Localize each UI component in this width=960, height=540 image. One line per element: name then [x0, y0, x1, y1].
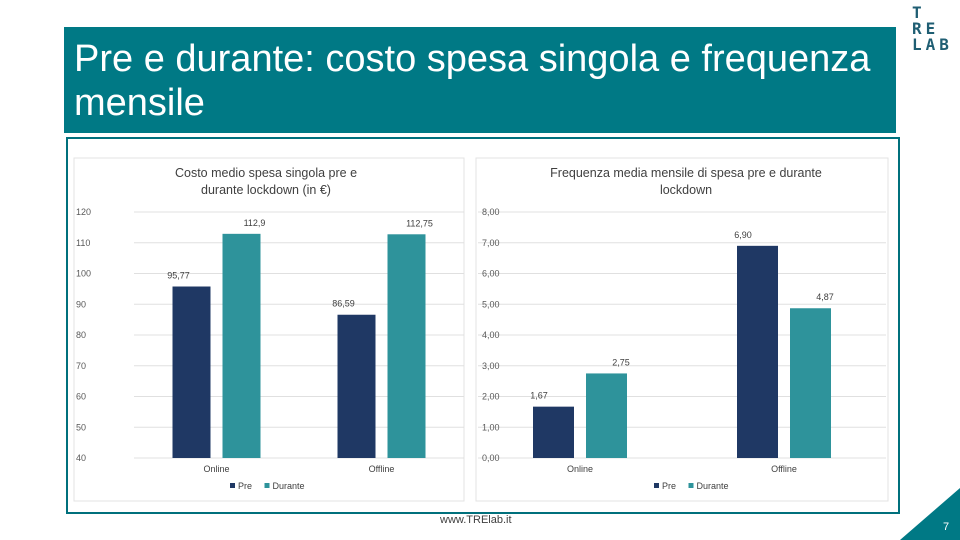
legend-label-pre: Pre	[238, 481, 252, 491]
legend-swatch-durante	[264, 483, 270, 488]
x-tick-label: Online	[203, 464, 229, 474]
x-tick-label: Offline	[771, 464, 797, 474]
data-label: 86,59	[332, 299, 355, 309]
y-tick-label: 1,00	[482, 422, 500, 432]
y-tick-label: 6,00	[482, 269, 500, 279]
y-tick-label: 70	[76, 361, 86, 371]
y-tick-label: 3,00	[482, 361, 500, 371]
chart-title-line: Frequenza media mensile di spesa pre e d…	[550, 166, 822, 180]
corner-decoration	[900, 488, 960, 540]
bar-pre-offline	[337, 314, 376, 458]
y-tick-label: 2,00	[482, 392, 500, 402]
chart-title-line: Costo medio spesa singola pre e	[175, 166, 357, 180]
legend-label-durante: Durante	[273, 481, 305, 491]
y-tick-label: 0,00	[482, 453, 500, 463]
chart-title-line: lockdown	[660, 183, 712, 197]
bar-durante-offline	[387, 234, 426, 458]
bar-pre-offline	[737, 245, 778, 458]
bar-durante-online	[586, 373, 627, 458]
data-label: 6,90	[734, 230, 752, 240]
legend-label-durante: Durante	[697, 481, 729, 491]
y-tick-label: 80	[76, 330, 86, 340]
data-label: 4,87	[816, 292, 834, 302]
y-tick-label: 40	[76, 453, 86, 463]
charts-container: Costo medio spesa singola pre e durante l…	[66, 137, 900, 514]
slide-title: Pre e durante: costo spesa singola e fre…	[74, 38, 871, 124]
title-bar: Pre e durante: costo spesa singola e fre…	[64, 27, 896, 133]
y-tick-label: 7,00	[482, 238, 500, 248]
x-tick-label: Offline	[369, 464, 395, 474]
y-tick-label: 90	[76, 299, 86, 309]
legend-swatch-pre	[654, 483, 659, 488]
y-tick-label: 60	[76, 392, 86, 402]
legend-swatch-durante	[688, 483, 694, 488]
legend-swatch-pre	[230, 483, 235, 488]
trelab-logo: T RE LAB	[912, 5, 960, 53]
chart-title: Frequenza media mensile di spesa pre e d…	[550, 166, 822, 197]
bar-pre-online	[533, 406, 574, 458]
chart-title-line: durante lockdown (in €)	[201, 183, 331, 197]
bar-durante-offline	[790, 308, 831, 458]
data-label: 2,75	[612, 357, 630, 367]
logo-line-1: T	[912, 3, 926, 22]
y-tick-label: 100	[76, 269, 91, 279]
data-label: 95,77	[167, 271, 190, 281]
y-tick-label: 50	[76, 422, 86, 432]
y-tick-label: 110	[76, 238, 90, 248]
logo-line-3: LAB	[912, 35, 953, 54]
y-tick-label: 8,00	[482, 207, 500, 217]
y-tick-label: 4,00	[482, 330, 500, 340]
corner-triangle	[900, 488, 960, 540]
charts-svg: Costo medio spesa singola pre e durante l…	[73, 157, 889, 502]
bar-pre-online	[172, 286, 211, 458]
chart-title: Costo medio spesa singola pre e durante l…	[175, 166, 357, 197]
data-label: 112,9	[244, 218, 266, 228]
footer-url[interactable]: www.TRElab.it	[440, 514, 512, 526]
logo-line-2: RE	[912, 19, 940, 38]
data-label: 112,75	[406, 218, 433, 228]
x-tick-label: Online	[567, 464, 593, 474]
page-number: 7	[943, 521, 950, 533]
data-label: 1,67	[530, 391, 548, 401]
legend-label-pre: Pre	[662, 481, 676, 491]
y-tick-label: 120	[76, 207, 91, 217]
bar-durante-online	[222, 233, 261, 458]
y-tick-label: 5,00	[482, 299, 500, 309]
